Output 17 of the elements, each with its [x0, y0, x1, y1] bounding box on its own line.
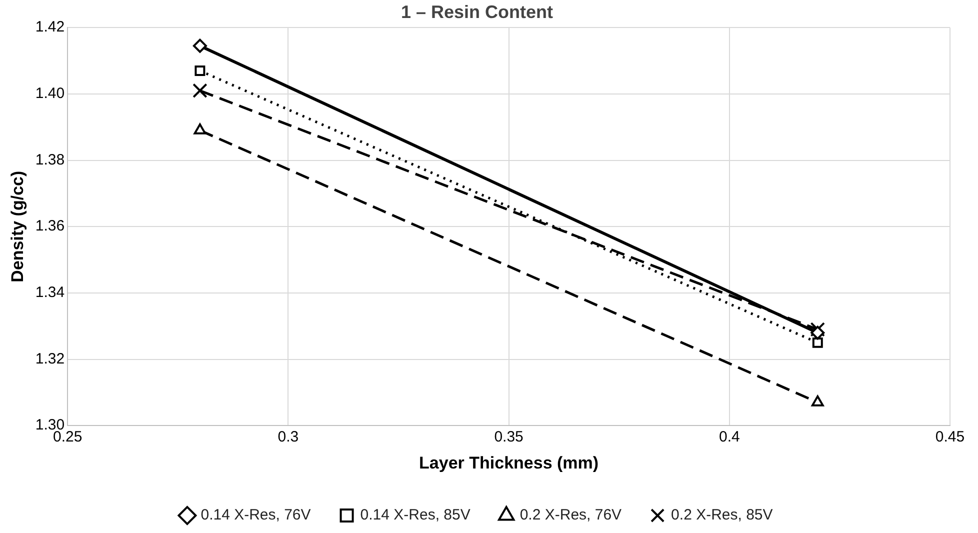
x-tick-label: 0.45	[935, 428, 965, 446]
y-tick-label: 1.32	[35, 350, 65, 368]
chart-title: 1 – Resin Content	[400, 2, 554, 22]
legend-label: 0.14 X-Res, 85V	[360, 506, 470, 524]
y-axis-title: Density (g/cc)	[8, 170, 27, 282]
x-tick-label: 0.4	[718, 428, 740, 446]
y-tick-label: 1.34	[35, 284, 65, 302]
legend-label: 0.2 X-Res, 76V	[520, 506, 622, 524]
y-tick-label: 1.38	[35, 151, 65, 168]
legend-label: 0.2 X-Res, 85V	[671, 506, 773, 524]
y-tick-label: 1.36	[35, 218, 65, 235]
x-tick-label: 0.3	[278, 428, 299, 446]
y-tick-label: 1.40	[35, 85, 65, 102]
x-axis-title: Layer Thickness (mm)	[419, 453, 599, 472]
x-tick-label: 0.35	[494, 428, 524, 446]
y-tick-label: 1.42	[35, 18, 65, 36]
legend-label: 0.14 X-Res, 76V	[200, 506, 311, 524]
